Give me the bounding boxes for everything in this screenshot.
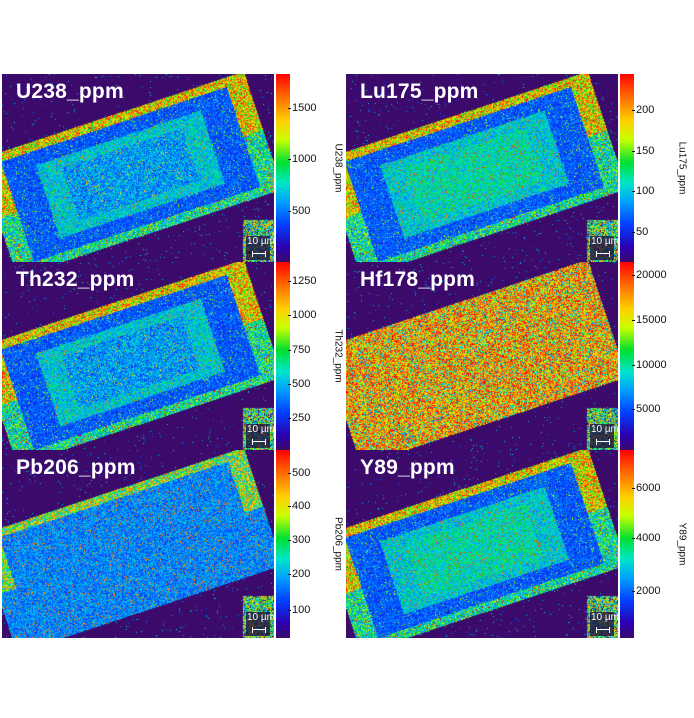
colorbar-tick-label: 50 <box>631 225 649 238</box>
colorbar-axis-label: U238_ppm <box>332 143 344 193</box>
element-map-canvas <box>2 74 274 262</box>
element-map-canvas <box>346 262 618 450</box>
element-map-image: Y89_ppm 10 µm <box>346 450 618 638</box>
colorbar <box>620 262 634 450</box>
colorbar-tick-label: 10000 <box>632 359 667 372</box>
colorbar-tick-label: 400 <box>287 500 311 513</box>
colorbar-tick-label: 20000 <box>632 269 667 282</box>
colorbar <box>620 450 634 638</box>
element-map-canvas <box>2 262 274 450</box>
element-map-image: Th232_ppm 10 µm <box>2 262 274 450</box>
colorbar-tick-label: 4000 <box>631 532 661 545</box>
panel-title: Y89_ppm <box>360 456 455 479</box>
map-panel: Lu175_ppm 10 µm 200 150 100 50 Lu175_ppm <box>346 74 692 262</box>
scale-bar-line <box>596 439 610 445</box>
scale-bar: 10 µm <box>590 236 618 260</box>
map-panel: U238_ppm 10 µm 1500 1000 500 U238_ppm <box>2 74 348 262</box>
panel-title: Lu175_ppm <box>360 80 479 103</box>
scale-bar-line <box>252 627 266 633</box>
colorbar-tick-label: 500 <box>287 466 311 479</box>
colorbar-tick-label: 100 <box>631 184 655 197</box>
scale-bar: 10 µm <box>590 612 618 636</box>
colorbar-tick-label: 750 <box>287 344 311 357</box>
scale-bar-label: 10 µm <box>247 424 274 435</box>
colorbar-axis-label: Pb206_ppm <box>332 517 344 571</box>
element-map-image: Lu175_ppm 10 µm <box>346 74 618 262</box>
panel-title: Th232_ppm <box>16 268 135 291</box>
colorbar-tick-label: 250 <box>287 412 311 425</box>
scale-bar: 10 µm <box>590 424 618 448</box>
scale-bar-label: 10 µm <box>591 424 618 435</box>
colorbar-tick-label: 200 <box>631 103 655 116</box>
colorbar-tick-label: 150 <box>631 145 655 158</box>
colorbar-tick-label: 2000 <box>631 585 661 597</box>
panel-title: U238_ppm <box>16 80 124 103</box>
colorbar <box>276 450 290 638</box>
element-map-image: U238_ppm 10 µm <box>2 74 274 262</box>
colorbar <box>620 74 634 262</box>
map-panel: Pb206_ppm 10 µm 500 400 300 200 100 Pb206_ppm <box>2 450 348 638</box>
colorbar-tick-label: 1000 <box>287 152 317 165</box>
scale-bar-line <box>596 627 610 633</box>
scale-bar-label: 10 µm <box>247 236 274 247</box>
colorbar-axis-label: Th232_ppm <box>332 329 344 383</box>
colorbar-tick-label: 200 <box>287 568 311 581</box>
colorbar-tick-label: 1250 <box>287 274 317 287</box>
scale-bar: 10 µm <box>246 424 274 448</box>
scale-bar-line <box>596 251 610 257</box>
colorbar-tick-label: 1000 <box>287 308 317 321</box>
element-map-canvas <box>2 450 274 638</box>
colorbar-tick-label: 500 <box>287 378 311 391</box>
colorbar <box>276 74 290 262</box>
colorbar-tick-label: 1500 <box>287 101 317 114</box>
scale-bar: 10 µm <box>246 236 274 260</box>
colorbar-axis-label: Y89_ppm <box>676 522 688 566</box>
map-panel: Hf178_ppm 10 µm 20000 15000 10000 5000 <box>346 262 692 450</box>
panel-title: Pb206_ppm <box>16 456 136 479</box>
scale-bar: 10 µm <box>246 612 274 636</box>
map-panel: Y89_ppm 10 µm 6000 4000 2000 Y89_ppm <box>346 450 692 638</box>
colorbar <box>276 262 290 450</box>
element-map-canvas <box>346 74 618 262</box>
colorbar-tick-label: 5000 <box>631 402 661 415</box>
colorbar-tick-label: 300 <box>287 534 311 547</box>
colorbar-tick-label: 500 <box>287 205 311 218</box>
colorbar-tick-label: 15000 <box>632 314 667 327</box>
colorbar-axis-label: Lu175_ppm <box>676 141 688 195</box>
element-map-canvas <box>346 450 618 638</box>
scale-bar-line <box>252 439 266 445</box>
colorbar-tick-label: 100 <box>287 603 311 616</box>
element-map-image: Pb206_ppm 10 µm <box>2 450 274 638</box>
scale-bar-label: 10 µm <box>591 236 618 247</box>
scale-bar-label: 10 µm <box>591 612 618 623</box>
colorbar-tick-label: 6000 <box>631 481 661 494</box>
scale-bar-line <box>252 251 266 257</box>
panel-title: Hf178_ppm <box>360 268 476 291</box>
map-panel: Th232_ppm 10 µm 1250 1000 750 500 250 Th232_ppm <box>2 262 348 450</box>
scale-bar-label: 10 µm <box>247 612 274 623</box>
element-map-image: Hf178_ppm 10 µm <box>346 262 618 450</box>
